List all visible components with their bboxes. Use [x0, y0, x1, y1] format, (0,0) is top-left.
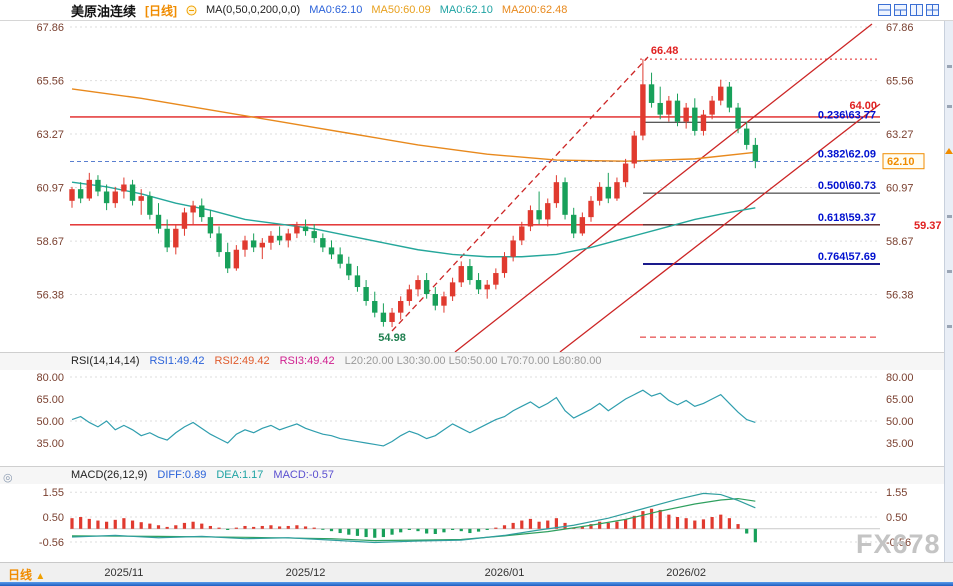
rsi1-value: RSI1:49.42 — [149, 355, 205, 367]
svg-text:62.10: 62.10 — [887, 156, 915, 168]
svg-text:0.50: 0.50 — [886, 512, 907, 524]
svg-text:0.764\57.69: 0.764\57.69 — [818, 251, 876, 263]
rsi2-value: RSI2:49.42 — [214, 355, 270, 367]
rsi3-value: RSI3:49.42 — [279, 355, 335, 367]
rsi-macd-divider — [0, 466, 944, 467]
ma-lines — [71, 88, 756, 258]
svg-text:1.55: 1.55 — [43, 487, 64, 499]
ma0-value: MA0:62.10 — [309, 4, 363, 16]
macd-settings-label: MACD(26,12,9) — [71, 469, 148, 481]
rsi-header: RSI(14,14,14) RSI1:49.42 RSI2:49.42 RSI3… — [71, 355, 602, 367]
svg-text:1.55: 1.55 — [886, 487, 907, 499]
svg-text:65.56: 65.56 — [36, 76, 64, 88]
x-axis-label: 2026/01 — [484, 567, 525, 579]
ma0b-value: MA0:62.10 — [439, 4, 493, 16]
right-side-strip[interactable] — [944, 20, 953, 562]
annotations: 66.48 54.98 0.236\63.77 0.382\62.09 0.500\60… — [378, 45, 941, 344]
svg-text:0.500\60.73: 0.500\60.73 — [818, 180, 876, 192]
svg-text:58.67: 58.67 — [886, 236, 914, 248]
svg-text:80.00: 80.00 — [886, 372, 914, 384]
diff-value: DIFF:0.89 — [157, 469, 207, 481]
svg-text:65.00: 65.00 — [36, 394, 64, 406]
svg-text:56.38: 56.38 — [36, 289, 64, 301]
current-price-tag: 62.10 — [882, 153, 925, 170]
x-axis-bar: 日线 ▲ 2025/11 2025/12 2026/01 2026/02 — [0, 562, 953, 583]
layout-grid-icon[interactable] — [926, 4, 939, 16]
timeframe-arrow-icon: ▲ — [35, 571, 46, 582]
rsi-panel: 80.00 80.00 65.00 65.00 50.00 50.00 35.00 35.00 — [36, 372, 913, 450]
indicator-target-icon[interactable]: ◎ — [3, 472, 13, 484]
svg-text:64.00: 64.00 — [849, 100, 877, 112]
svg-text:0.50: 0.50 — [43, 512, 64, 524]
watermark: FX678 — [856, 529, 941, 559]
ma200-value: MA200:62.48 — [501, 4, 568, 16]
svg-text:66.48: 66.48 — [651, 45, 679, 57]
svg-text:56.38: 56.38 — [886, 289, 914, 301]
side-strip-mark — [947, 270, 952, 273]
svg-text:67.86: 67.86 — [886, 22, 914, 34]
svg-text:-0.56: -0.56 — [39, 537, 64, 549]
svg-text:65.00: 65.00 — [886, 394, 914, 406]
candles — [69, 59, 759, 328]
svg-text:63.27: 63.27 — [886, 129, 914, 141]
side-strip-mark — [947, 325, 952, 328]
window-bottom-edge — [0, 582, 953, 586]
timeframe-label[interactable]: 日线 ▲ — [8, 568, 46, 582]
svg-text:0.382\62.09: 0.382\62.09 — [818, 148, 876, 160]
svg-text:67.86: 67.86 — [36, 22, 64, 34]
x-axis-label: 2025/11 — [104, 567, 144, 579]
layout-columns-icon[interactable] — [910, 4, 923, 16]
macd-value: MACD:-0.57 — [273, 469, 334, 481]
svg-text:60.97: 60.97 — [886, 183, 914, 195]
svg-text:80.00: 80.00 — [36, 372, 64, 384]
macd-panel: 1.55 1.55 0.50 0.50 -0.56 -0.56 — [39, 487, 911, 549]
dea-value: DEA:1.17 — [216, 469, 264, 481]
svg-text:50.00: 50.00 — [886, 416, 914, 428]
svg-text:58.67: 58.67 — [36, 236, 64, 248]
side-strip-arrow-icon — [945, 148, 953, 154]
side-strip-mark — [947, 105, 952, 108]
rsi-header-band — [0, 353, 944, 370]
svg-text:0.236\63.77: 0.236\63.77 — [818, 109, 876, 121]
period-label[interactable]: [日线] — [145, 3, 178, 18]
svg-text:60.97: 60.97 — [36, 183, 64, 195]
macd-header: MACD(26,12,9) DIFF:0.89 DEA:1.17 MACD:-0… — [71, 469, 334, 481]
svg-text:35.00: 35.00 — [886, 438, 914, 450]
svg-text:59.37: 59.37 — [914, 220, 942, 232]
main-axis-labels: 67.86 67.86 65.56 65.56 63.27 63.27 60.97 60.97… — [36, 22, 913, 301]
symbol-title: 美原油连续 — [71, 3, 137, 19]
svg-text:50.00: 50.00 — [36, 416, 64, 428]
period-selector-icon[interactable] — [186, 5, 197, 16]
chart-header: 美原油连续 [日线] MA(0,50,0,200,0,0) MA0:62.10 … — [0, 0, 953, 21]
main-rsi-divider — [0, 352, 944, 353]
svg-text:35.00: 35.00 — [36, 438, 64, 450]
svg-text:0.618\59.37: 0.618\59.37 — [818, 212, 876, 224]
layout-rows-icon[interactable] — [878, 4, 891, 16]
svg-text:65.56: 65.56 — [886, 76, 914, 88]
side-strip-mark — [947, 215, 952, 218]
rsi-levels-label: L20:20.00 L30:30.00 L50:50.00 L70:70.00 … — [344, 355, 602, 367]
svg-text:54.98: 54.98 — [378, 332, 406, 344]
main-gridlines — [70, 26, 880, 295]
side-strip-mark — [947, 65, 952, 68]
x-axis-label: 2026/02 — [666, 567, 707, 579]
ma-settings-label: MA(0,50,0,200,0,0) — [206, 4, 301, 16]
layout-mixed-icon[interactable] — [894, 4, 907, 16]
ma50-value: MA50:60.09 — [371, 4, 431, 16]
macd-header-band — [0, 467, 944, 484]
x-axis-label: 2025/12 — [285, 567, 326, 579]
svg-text:63.27: 63.27 — [36, 129, 64, 141]
layout-buttons — [878, 4, 939, 16]
overlay-lines — [70, 23, 881, 353]
rsi-settings-label: RSI(14,14,14) — [71, 355, 140, 367]
svg-text:-0.56: -0.56 — [886, 537, 911, 549]
